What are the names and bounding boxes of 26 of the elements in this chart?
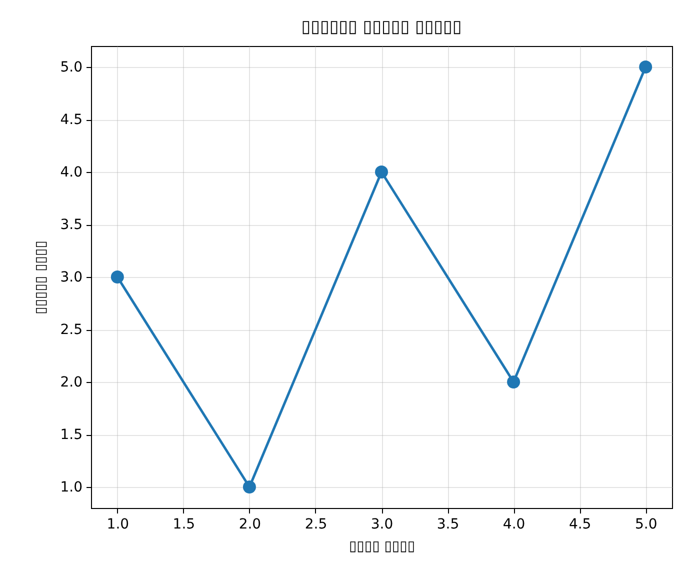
point [639,60,652,74]
x-tick-label: 4.5 [568,516,592,532]
x-tick-label: 2.0 [238,516,262,532]
y-tick-label: 2.5 [60,322,82,338]
x-tick-label: 3.5 [436,516,460,532]
x-tick-label: 3.0 [370,516,394,532]
y-tick-label: 2.0 [60,374,82,390]
x-tick-label: 5.0 [634,516,658,532]
y-tick-label: 1.5 [60,427,82,443]
y-tick-label: 3.0 [60,270,82,286]
point [110,270,124,284]
y-tick-label: 3.5 [60,217,82,233]
x-tick-label: 4.0 [502,516,526,532]
x-tick-label: 2.5 [304,516,328,532]
y-tick-label: 5.0 [60,60,82,76]
x-tick-label: 1.0 [106,516,130,532]
y-tick-label: 1.0 [60,480,82,496]
y-tick-label: 4.0 [60,164,82,180]
point [375,166,388,178]
x-tick-label: 1.5 [172,516,196,532]
y-tick-label: 4.5 [60,112,82,128]
y-axis-title: ▯▯▯▯▯ ▯▯▯▯ [33,240,50,314]
point [242,480,256,494]
point [507,376,520,388]
x-axis-title: ▯▯▯▯ ▯▯▯▯ [348,538,416,554]
chart-title: ▯▯▯▯▯▯ ▯▯▯▯▯ ▯▯▯▯▯ [301,17,462,37]
